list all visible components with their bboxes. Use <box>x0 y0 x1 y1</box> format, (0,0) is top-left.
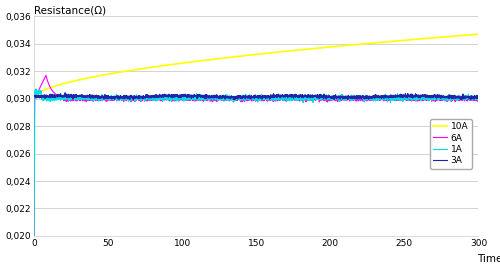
6A <box>43 74 49 77</box>
1A <box>108 94 114 97</box>
10A <box>476 33 482 36</box>
3A <box>62 91 68 94</box>
6A <box>221 98 227 101</box>
1A <box>467 96 473 99</box>
1A <box>221 95 227 99</box>
10A <box>419 37 425 40</box>
1A <box>476 98 482 101</box>
Text: Resistance(Ω): Resistance(Ω) <box>34 6 106 16</box>
3A <box>202 97 207 100</box>
3A <box>476 96 482 99</box>
6A <box>82 98 88 101</box>
10A <box>82 77 88 80</box>
Line: 1A: 1A <box>34 89 478 236</box>
6A <box>202 98 207 101</box>
Legend: 10A, 6A, 1A, 3A: 10A, 6A, 1A, 3A <box>430 119 472 169</box>
6A <box>467 98 473 102</box>
10A <box>31 96 37 100</box>
6A <box>108 98 114 101</box>
3A <box>419 94 425 97</box>
6A <box>31 234 37 237</box>
1A <box>31 234 37 237</box>
3A <box>467 96 473 99</box>
10A <box>466 33 472 36</box>
1A <box>419 96 425 99</box>
6A <box>476 98 482 101</box>
Line: 10A: 10A <box>34 34 478 98</box>
6A <box>419 98 425 101</box>
10A <box>202 59 207 62</box>
1A <box>33 87 39 91</box>
3A <box>108 95 114 98</box>
3A <box>82 95 88 98</box>
Line: 3A: 3A <box>34 93 478 100</box>
3A <box>31 95 37 98</box>
X-axis label: Time(s): Time(s) <box>477 254 500 263</box>
1A <box>202 99 207 102</box>
1A <box>82 96 88 99</box>
3A <box>468 98 473 101</box>
10A <box>220 57 226 60</box>
Line: 6A: 6A <box>34 75 478 236</box>
3A <box>221 96 227 99</box>
10A <box>108 72 114 75</box>
